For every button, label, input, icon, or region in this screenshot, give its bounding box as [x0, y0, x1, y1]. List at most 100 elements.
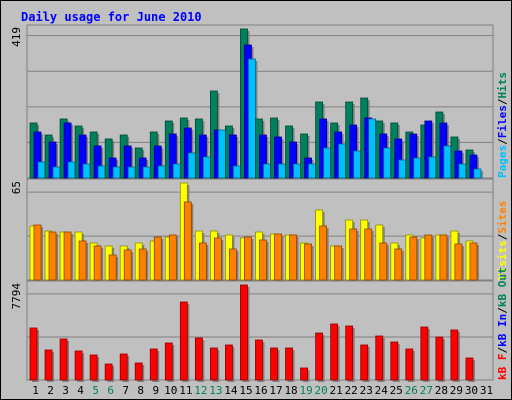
bottom-panel-bar-kb-f [149, 348, 158, 381]
top-panel-bar-files [394, 138, 403, 179]
middle-panel-bar-sites [319, 225, 328, 281]
top-panel-bar-pages [368, 118, 377, 179]
x-tick-label: 14 [224, 384, 238, 397]
x-tick-label: 3 [62, 384, 69, 397]
bottom-panel-bar-kb-f [435, 336, 444, 381]
top-panel-bar-pages [52, 166, 61, 179]
bottom-panel-bar-kb-f [390, 341, 399, 381]
middle-panel-bar-sites [93, 245, 102, 281]
middle-panel-bar-sites [409, 236, 418, 281]
top-panel-bar-pages [172, 163, 181, 179]
middle-panel-bar-sites [183, 201, 192, 281]
top-panel-bar-pages [82, 163, 91, 179]
bottom-panel-bar-kb-f [300, 367, 308, 381]
bottom-panel-bar-kb-f [360, 344, 369, 381]
top-panel-bar-pages [338, 143, 347, 179]
middle-panel-bar-sites [123, 249, 132, 281]
x-tick-label: 6 [107, 384, 114, 397]
bottom-panel-bar-kb-f [375, 335, 384, 381]
x-tick-label: 9 [152, 384, 159, 397]
bottom-panel-bar-kb-f [255, 339, 263, 381]
x-tick-label: 29 [450, 384, 463, 397]
x-tick-label: 30 [465, 384, 478, 397]
top-panel-bar-files [229, 134, 237, 179]
middle-panel-bar-sites [33, 224, 42, 281]
top-panel-bar-files [198, 134, 207, 179]
x-tick-label: 16 [254, 384, 267, 397]
middle-panel-ymax-label: 65 [10, 181, 23, 194]
x-tick-label: 31 [480, 384, 493, 397]
x-tick-label: 27 [420, 384, 433, 397]
middle-panel-bar-sites [304, 243, 312, 281]
chart-title: Daily usage for June 2010 [21, 10, 202, 24]
middle-panel-bar-sites [349, 228, 358, 281]
top-panel-bar-pages [428, 156, 437, 179]
top-panel-bar-pages [127, 166, 136, 179]
bottom-panel-bar-kb-f [119, 353, 128, 381]
bottom-panel-bar-kb-f [240, 284, 248, 381]
middle-panel-bar-sites [469, 242, 478, 281]
middle-panel-bar-sites [394, 248, 403, 281]
top-panel-legend: Pages/Files/Hits [496, 72, 509, 178]
top-panel-bar-pages [142, 166, 151, 179]
top-panel-bar-pages [217, 129, 226, 179]
top-panel-bar-pages [233, 165, 241, 179]
bottom-panel-bar-kb-f [345, 325, 354, 381]
top-panel-bar-files [48, 141, 57, 179]
x-tick-label: 8 [137, 384, 144, 397]
middle-panel-bar-sites [168, 234, 177, 281]
bottom-panel-bar-kb-f [285, 347, 293, 381]
middle-panel-bar-sites [379, 242, 388, 281]
bottom-panel-bar-kb-f [89, 354, 98, 381]
bottom-panel-ymax-label: 7794 [10, 283, 23, 310]
top-panel-bar-files [274, 136, 282, 179]
x-tick-label: 22 [345, 384, 358, 397]
middle-panel-bar-sites [198, 242, 207, 281]
top-panel-bar-pages [323, 147, 332, 179]
top-panel-bar-files [153, 145, 162, 179]
bottom-panel-bar-kb-f [420, 326, 429, 381]
legend-separator: / [496, 233, 509, 240]
middle-panel-bar-sites [78, 240, 87, 281]
top-panel-bar-files [63, 122, 72, 179]
middle-panel-bar-sites [274, 233, 282, 281]
legend-separator: / [496, 347, 509, 354]
top-panel-bar-files [168, 133, 177, 179]
legend-separator: / [496, 138, 509, 145]
x-tick-label: 20 [315, 384, 328, 397]
legend-entry-kb-f: kB F [496, 354, 509, 381]
top-panel-bar-files [78, 134, 87, 179]
legend-entry-hits: Hits [496, 72, 509, 99]
top-panel-bar-pages [248, 58, 256, 179]
x-tick-label: 4 [77, 384, 84, 397]
top-panel-bar-pages [37, 161, 46, 179]
x-tick-label: 24 [375, 384, 389, 397]
middle-panel-bar-sites [334, 245, 343, 281]
legend-separator: / [496, 307, 509, 314]
bottom-panel-bar-kb-f [194, 337, 203, 381]
top-panel-bar-pages [473, 168, 482, 179]
middle-panel-legend: Visits/Sites [496, 201, 509, 281]
bottom-panel-bar-kb-f [104, 363, 113, 381]
middle-panel-bar-sites [454, 243, 463, 281]
top-panel-bar-pages [278, 163, 286, 179]
bottom-panel-bar-kb-f [74, 350, 83, 381]
middle-panel-bar-sites [63, 231, 72, 281]
bottom-panel-bar-kb-f [405, 348, 414, 381]
legend-entry-visits: Visits [496, 240, 509, 280]
x-tick-label: 23 [360, 384, 373, 397]
top-panel-bar-files [33, 131, 42, 179]
x-tick-label: 21 [330, 384, 343, 397]
bottom-panel-bar-kb-f [29, 327, 38, 381]
x-tick-label: 7 [122, 384, 129, 397]
top-panel-bar-files [123, 145, 132, 179]
bottom-panel-bar-kb-f [44, 349, 53, 381]
top-panel-bar-pages [97, 165, 106, 179]
top-panel-bar-pages [112, 166, 121, 179]
x-tick-label: 13 [209, 384, 222, 397]
x-tick-label: 1 [32, 384, 39, 397]
middle-panel-bar-sites [259, 239, 267, 281]
bottom-panel-bar-kb-f [315, 332, 324, 381]
middle-panel-bar-sites [439, 234, 448, 281]
